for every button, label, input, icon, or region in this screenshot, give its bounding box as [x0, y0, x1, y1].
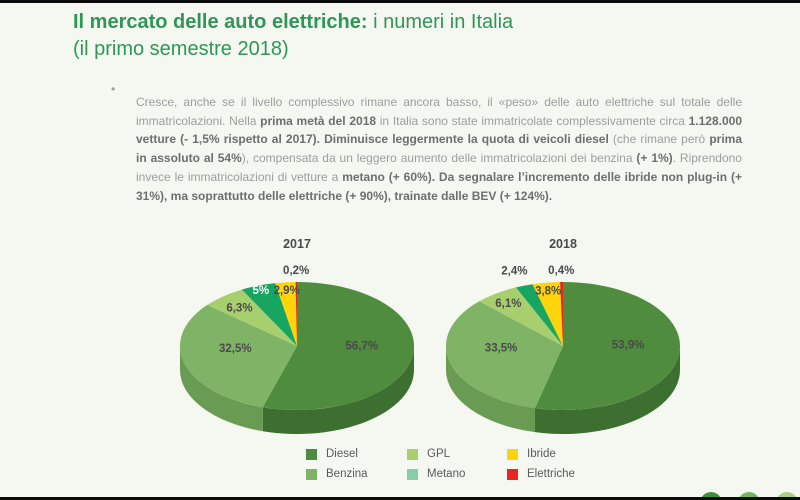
pie-label-elettriche: 0,4%	[548, 265, 574, 277]
pie-label-benzina: 33,5%	[485, 343, 518, 355]
decorative-dot-medium	[738, 492, 760, 500]
bullet-text-segment: in Italia sono state immatricolate compl…	[376, 113, 689, 128]
pie-label-gpl: 6,3%	[226, 302, 252, 314]
legend-label: Ibride	[527, 448, 556, 460]
pie-label-elettriche: 0,2%	[283, 265, 309, 277]
pie-slice-metano	[515, 284, 563, 346]
bullet-text: Cresce, anche se il livello complessivo …	[136, 93, 742, 205]
legend-item-benzina: Benzina	[306, 468, 407, 480]
bullet-text-segment: prima metà del 2018	[260, 113, 377, 128]
pie-slice-gpl	[207, 289, 297, 346]
bullet-text-segment: Cresce, anche se il livello complessivo …	[136, 95, 742, 128]
top-edge-bar	[0, 0, 800, 3]
pie-chart-2017: 56,7% 32,5% 6,3%5% 2,9% 0,2%	[180, 265, 414, 434]
legend-swatch-elettriche	[507, 468, 518, 480]
pie-side-benzina	[446, 346, 536, 433]
bullet-item: • Cresce, anche se il livello complessiv…	[111, 81, 743, 217]
pie-slice-elettriche	[295, 282, 297, 346]
chart-title-2017: 2017	[283, 237, 311, 251]
bullet-marker-icon: •	[111, 82, 116, 96]
pie-chart-2018: 53,9% 33,5% 6,1% 2,4% 3,8% 0,4%	[446, 265, 680, 434]
legend-item-metano: Metano	[407, 468, 507, 480]
legend-swatch-metano	[407, 468, 418, 480]
bullet-text-segment: (+ 1%)	[636, 151, 673, 166]
pie-slice-benzina	[446, 301, 563, 409]
pie-label-gpl: 6,1%	[495, 298, 521, 310]
pie-side-diesel	[262, 346, 414, 434]
pie-slice-diesel	[535, 282, 680, 410]
page-title-line2: (il primo semestre 2018)	[73, 38, 289, 60]
legend-label: Benzina	[326, 468, 368, 480]
legend-item-elettriche: Elettriche	[507, 468, 627, 480]
pie-slice-gpl	[479, 287, 563, 346]
legend-swatch-ibride	[507, 448, 518, 460]
chart-title-2018: 2018	[549, 237, 577, 251]
page-title-bold: Il mercato delle auto elettriche:	[73, 11, 368, 33]
legend-item-ibride: Ibride	[507, 448, 627, 460]
pie-label-metano: 5%	[252, 285, 269, 297]
legend-label: Metano	[427, 468, 466, 480]
pie-label-ibride: 2,9%	[274, 285, 300, 297]
legend-label: Elettriche	[527, 468, 575, 480]
pie-slice-benzina	[180, 304, 297, 408]
chart-legend: Diesel Benzina GPL Metano Ibride Elettriche	[306, 444, 627, 484]
legend-swatch-benzina	[306, 468, 317, 480]
pie-slice-ibride	[532, 282, 563, 346]
pie-slice-ibride	[275, 282, 297, 346]
bullet-text-segment: ), compensata da un leggero aumento dell…	[241, 151, 637, 166]
pie-label-diesel: 56,7%	[345, 340, 378, 352]
pie-slice-metano	[241, 283, 297, 346]
legend-item-diesel: Diesel	[306, 448, 407, 460]
bottom-edge-bar	[0, 497, 800, 500]
page-title-regular: i numeri in Italia	[367, 11, 514, 33]
bullet-text-segment: metano (+ 60%). Da segnalare l’increment…	[136, 169, 742, 203]
pie-label-metano: 2,4%	[501, 266, 527, 278]
decorative-dot-dark	[700, 492, 722, 500]
pie-side-benzina	[180, 346, 263, 432]
legend-swatch-gpl	[407, 448, 418, 460]
pie-slice-diesel	[262, 282, 414, 410]
page-title: Il mercato delle auto elettriche: i nume…	[73, 9, 713, 63]
legend-item-gpl: GPL	[407, 448, 507, 460]
bullet-text-segment: 1.128.000 vetture (- 1,5% rispetto al 20…	[136, 113, 742, 147]
legend-swatch-diesel	[306, 448, 317, 460]
legend-label: GPL	[427, 448, 451, 460]
pie-label-benzina: 32,5%	[219, 343, 252, 355]
pie-label-diesel: 53,9%	[612, 339, 645, 351]
bullet-text-segment: prima in assoluto al 54%	[136, 132, 742, 166]
bullet-text-segment: (che rimane però	[608, 132, 710, 147]
legend-label: Diesel	[326, 448, 358, 460]
pie-label-ibride: 3,8%	[535, 285, 561, 297]
pie-slice-elettriche	[560, 282, 563, 346]
bullet-text-segment: . Riprendono invece le immatricolazioni …	[136, 151, 742, 184]
pie-side-diesel	[535, 346, 680, 434]
decorative-dot-light	[776, 492, 798, 500]
